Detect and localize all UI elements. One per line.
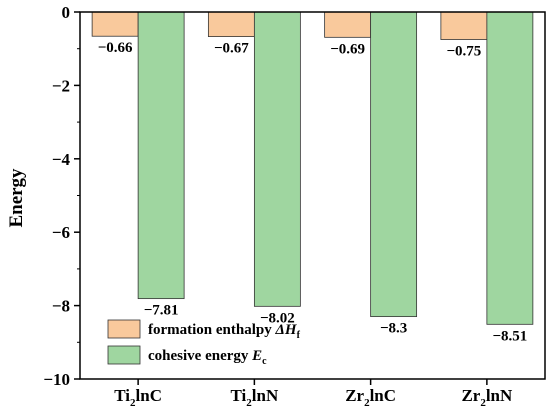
legend-swatch-2 [107,345,141,365]
y-tick-label: −4 [52,150,71,169]
legend: formation enthalpy ΔHf cohesive energy Ec [107,319,301,367]
x-tick-label-2: Ti2lnN [231,386,279,409]
x-tick-label-1: Ti2lnC [114,386,162,409]
data-label-s1-3: −0.69 [330,41,365,57]
y-tick-label: −10 [43,370,70,389]
y-tick-label: −6 [52,223,70,242]
bar-s1-4 [440,11,488,40]
data-label-s2-4: −8.51 [492,328,527,344]
legend-swatch-1 [107,319,141,339]
y-axis-label: Energy [6,168,27,228]
y-tick-label: −8 [52,297,70,316]
data-labels-layer: −0.66 −7.81 −0.67 −8.02 −0.69 −8.3 −0.75 −8.51 [98,40,528,344]
data-label-s2-3: −8.3 [380,321,407,337]
y-tick-label: 0 [62,3,71,22]
x-tick-label-3: Zr2lnC [345,386,396,409]
y-tick-label: −2 [52,76,70,95]
data-label-s1-2: −0.67 [214,41,249,57]
data-label-s2-2: −8.02 [260,310,295,326]
data-label-s2-1: −7.81 [144,303,179,319]
bar-s2-1 [137,11,185,300]
bar-s2-3 [370,11,418,318]
x-axis: Ti2lnC Ti2lnN Zr2lnC Zr2lnN [114,379,513,409]
bar-s2-4 [486,11,534,325]
bar-s1-1 [91,11,139,37]
data-label-s1-4: −0.75 [446,44,481,60]
legend-label-2: cohesive energy Ec [148,348,267,367]
bar-s2-2 [253,11,301,307]
bars-layer [91,11,534,325]
legend-label-1: formation enthalpy ΔHf [148,322,301,341]
bar-s1-2 [207,11,255,37]
x-tick-label-4: Zr2lnN [461,386,513,409]
y-axis: 0 −2 −4 −6 −8 −10 [43,3,80,389]
bar-s1-3 [324,11,372,38]
data-label-s1-1: −0.66 [98,40,133,56]
